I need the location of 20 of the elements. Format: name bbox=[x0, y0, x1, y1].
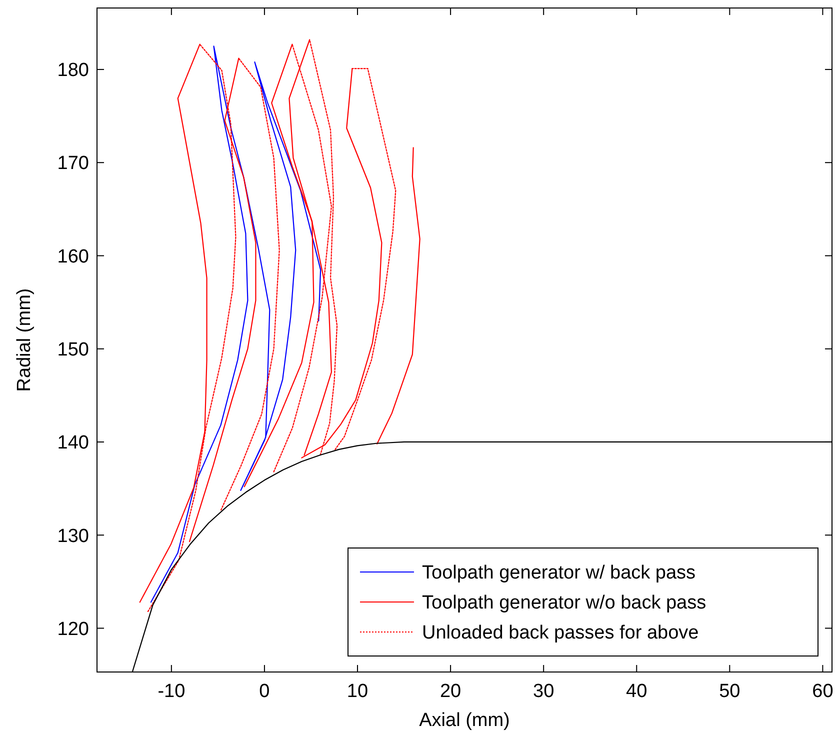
x-axis-title: Axial (mm) bbox=[419, 710, 510, 731]
y-tick-label: 130 bbox=[57, 526, 89, 547]
y-axis-title: Radial (mm) bbox=[14, 288, 35, 392]
x-tick-label: 50 bbox=[719, 681, 740, 702]
x-tick-label: 0 bbox=[259, 681, 270, 702]
y-tick-label: 170 bbox=[57, 153, 89, 174]
x-tick-label: 10 bbox=[346, 681, 368, 702]
x-tick-label: 40 bbox=[626, 681, 648, 702]
y-tick-label: 180 bbox=[57, 60, 89, 82]
legend-label: Toolpath generator w/ back pass bbox=[422, 562, 696, 584]
x-tick-label: 30 bbox=[533, 681, 554, 702]
x-tick-label: 60 bbox=[812, 681, 834, 702]
x-tick-label: 20 bbox=[440, 681, 462, 702]
legend-label: Toolpath generator w/o back pass bbox=[422, 592, 706, 614]
y-tick-label: 160 bbox=[57, 246, 89, 268]
y-tick-label: 120 bbox=[57, 618, 89, 640]
y-tick-label: 140 bbox=[57, 432, 89, 454]
y-tick-label: 150 bbox=[57, 339, 89, 360]
legend-label: Unloaded back passes for above bbox=[422, 622, 699, 644]
x-tick-label: -10 bbox=[158, 681, 186, 702]
